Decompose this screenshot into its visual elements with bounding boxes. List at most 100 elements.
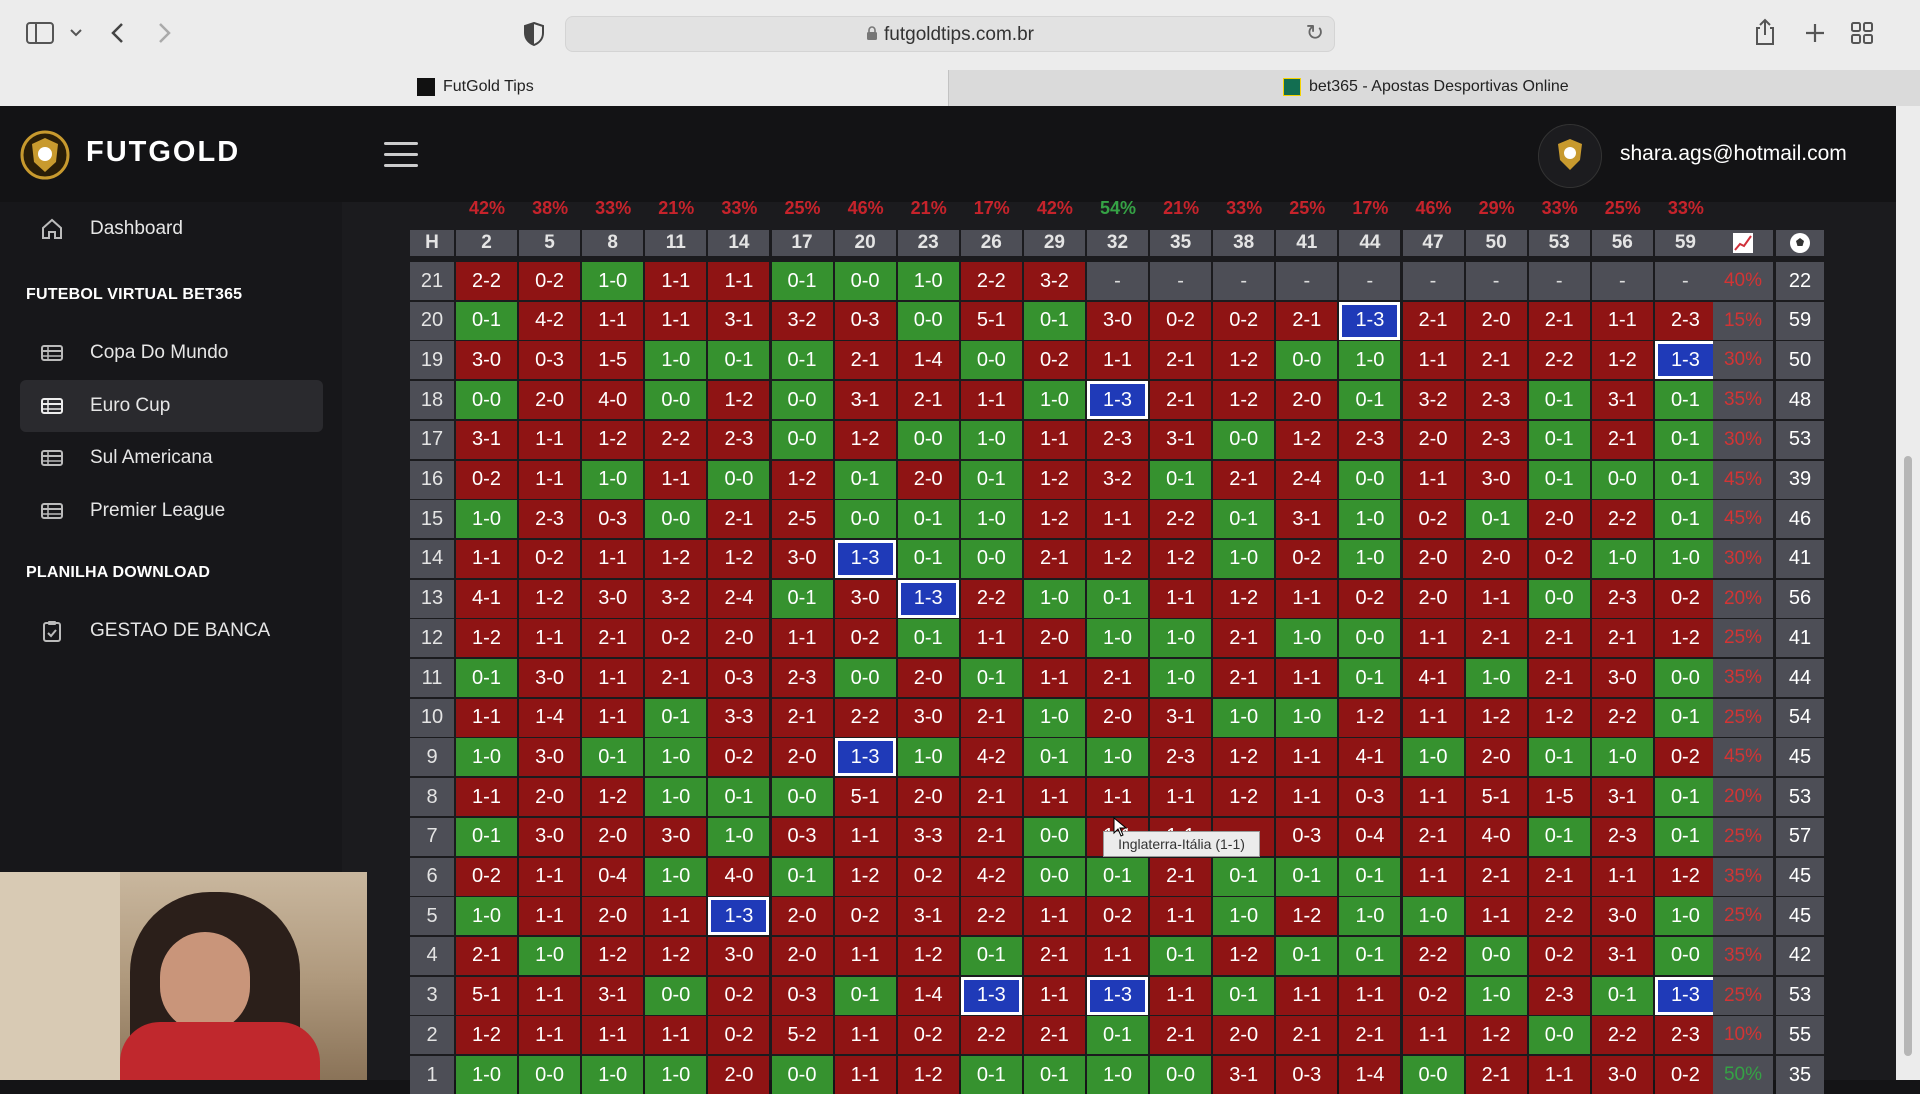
score-cell[interactable]: 1-2: [1023, 460, 1085, 499]
score-cell[interactable]: 2-1: [1339, 1016, 1401, 1055]
score-cell[interactable]: 1-2: [1465, 698, 1527, 737]
score-cell[interactable]: 0-0: [834, 262, 896, 300]
score-cell[interactable]: 2-3: [1591, 579, 1653, 618]
score-cell[interactable]: 4-1: [456, 579, 517, 618]
score-cell[interactable]: 0-3: [708, 659, 770, 697]
score-cell[interactable]: 0-1: [456, 301, 517, 340]
score-cell[interactable]: 3-1: [456, 420, 517, 459]
score-cell[interactable]: 4-1: [1402, 659, 1464, 697]
score-cell[interactable]: 2-1: [960, 778, 1022, 817]
score-cell[interactable]: 1-0: [1339, 341, 1401, 380]
back-icon[interactable]: [110, 22, 124, 44]
score-cell[interactable]: 3-1: [708, 301, 770, 340]
score-cell[interactable]: 2-2: [1150, 500, 1212, 539]
score-cell[interactable]: 0-0: [1528, 1016, 1590, 1055]
score-cell[interactable]: 2-1: [456, 936, 517, 975]
score-cell[interactable]: 4-2: [960, 738, 1022, 777]
score-cell[interactable]: 1-1: [456, 778, 517, 817]
sidebar-item-dashboard[interactable]: Dashboard: [20, 203, 323, 255]
score-cell[interactable]: 1-2: [897, 936, 959, 975]
score-cell[interactable]: 0-1: [1528, 817, 1590, 856]
score-cell[interactable]: 4-2: [960, 857, 1022, 896]
score-cell[interactable]: 0-3: [1339, 778, 1401, 817]
score-cell[interactable]: 0-1: [456, 659, 517, 697]
score-cell[interactable]: 2-3: [771, 659, 833, 697]
score-cell[interactable]: 0-1: [1087, 857, 1148, 896]
score-cell[interactable]: 3-1: [1213, 1056, 1275, 1094]
score-cell[interactable]: 0-1: [960, 1056, 1022, 1094]
score-cell[interactable]: 1-0: [960, 500, 1022, 539]
score-cell[interactable]: 0-1: [1023, 738, 1085, 777]
score-cell[interactable]: 2-1: [1465, 341, 1527, 380]
score-cell[interactable]: 1-1: [1276, 738, 1338, 777]
score-cell[interactable]: 1-0: [1213, 897, 1275, 936]
score-cell[interactable]: 1-0: [1654, 539, 1716, 578]
score-cell[interactable]: 2-2: [960, 579, 1022, 618]
score-cell[interactable]: 3-0: [708, 936, 770, 975]
score-cell[interactable]: 2-0: [582, 897, 644, 936]
score-cell[interactable]: 1-2: [1339, 698, 1401, 737]
score-cell[interactable]: 1-0: [1023, 381, 1085, 420]
score-cell[interactable]: 2-1: [1465, 1056, 1527, 1094]
sidebar-item-premier-league[interactable]: Premier League: [20, 485, 323, 537]
score-cell[interactable]: 3-2: [1023, 262, 1085, 300]
score-cell[interactable]: 2-4: [1276, 460, 1338, 499]
score-cell[interactable]: 1-1: [1087, 341, 1148, 380]
score-cell[interactable]: 1-1: [582, 698, 644, 737]
score-cell[interactable]: -: [1276, 262, 1338, 300]
score-cell[interactable]: 0-1: [960, 936, 1022, 975]
score-cell[interactable]: 3-0: [645, 817, 707, 856]
score-cell[interactable]: 1-1: [519, 619, 581, 658]
score-cell[interactable]: 0-0: [1213, 420, 1275, 459]
score-cell[interactable]: 2-0: [1402, 420, 1464, 459]
score-cell[interactable]: 0-2: [1654, 738, 1716, 777]
score-cell[interactable]: 2-0: [1465, 539, 1527, 578]
score-cell[interactable]: 1-1: [834, 1016, 896, 1055]
score-cell[interactable]: 1-0: [1591, 539, 1653, 578]
score-cell[interactable]: 1-3: [1654, 341, 1716, 380]
score-cell[interactable]: 1-1: [1591, 857, 1653, 896]
score-cell[interactable]: -: [1402, 262, 1464, 300]
score-cell[interactable]: 1-0: [582, 460, 644, 499]
score-cell[interactable]: 3-0: [1591, 897, 1653, 936]
score-cell[interactable]: 1-0: [708, 817, 770, 856]
score-cell[interactable]: 0-1: [1213, 857, 1275, 896]
score-cell[interactable]: 1-2: [1276, 420, 1338, 459]
score-cell[interactable]: 0-1: [771, 579, 833, 618]
score-cell[interactable]: 1-1: [1402, 341, 1464, 380]
score-cell[interactable]: 0-1: [1276, 857, 1338, 896]
score-cell[interactable]: 1-1: [960, 381, 1022, 420]
score-cell[interactable]: 2-3: [708, 420, 770, 459]
score-cell[interactable]: 1-0: [456, 897, 517, 936]
score-cell[interactable]: 0-3: [1276, 1056, 1338, 1094]
score-cell[interactable]: 3-0: [519, 817, 581, 856]
score-cell[interactable]: 5-2: [771, 1016, 833, 1055]
score-cell[interactable]: 2-0: [1465, 738, 1527, 777]
score-cell[interactable]: 2-1: [1213, 460, 1275, 499]
score-cell[interactable]: 0-0: [1023, 857, 1085, 896]
score-cell[interactable]: 1-1: [645, 301, 707, 340]
score-cell[interactable]: 2-1: [1276, 301, 1338, 340]
score-cell[interactable]: 0-2: [834, 897, 896, 936]
score-cell[interactable]: 3-0: [834, 579, 896, 618]
score-cell[interactable]: 2-3: [1591, 817, 1653, 856]
score-cell[interactable]: 1-4: [519, 698, 581, 737]
score-cell[interactable]: 2-3: [1465, 381, 1527, 420]
score-cell[interactable]: 2-3: [1339, 420, 1401, 459]
score-cell[interactable]: 1-2: [897, 1056, 959, 1094]
score-cell[interactable]: 4-2: [519, 301, 581, 340]
score-cell[interactable]: 2-0: [708, 1056, 770, 1094]
score-cell[interactable]: 3-1: [1591, 778, 1653, 817]
score-cell[interactable]: 1-1: [1150, 579, 1212, 618]
score-cell[interactable]: 2-2: [960, 1016, 1022, 1055]
score-cell[interactable]: 2-1: [1465, 857, 1527, 896]
score-cell[interactable]: 1-0: [1276, 698, 1338, 737]
page-scrollbar[interactable]: [1896, 106, 1920, 1080]
score-cell[interactable]: 2-0: [1402, 579, 1464, 618]
score-cell[interactable]: 0-1: [645, 698, 707, 737]
score-cell[interactable]: 2-5: [771, 500, 833, 539]
score-cell[interactable]: 1-1: [834, 936, 896, 975]
score-cell[interactable]: 1-0: [1087, 619, 1148, 658]
score-cell[interactable]: 1-0: [1213, 539, 1275, 578]
score-cell[interactable]: 1-2: [1528, 698, 1590, 737]
